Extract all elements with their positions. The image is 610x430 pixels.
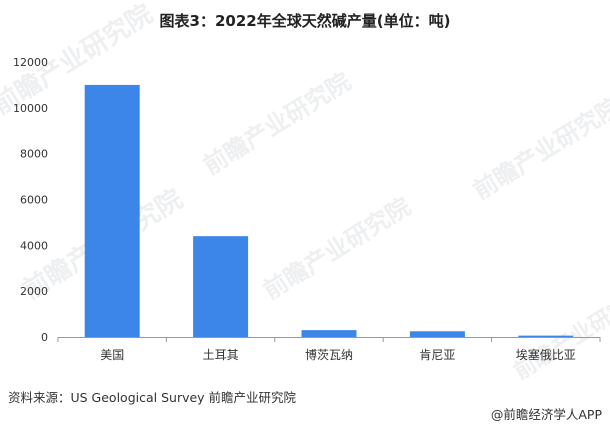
watermark-text: 前瞻产业研究院 bbox=[509, 281, 610, 385]
bars-group bbox=[84, 84, 574, 338]
x-category-label: 美国 bbox=[100, 348, 124, 362]
x-category-label: 埃塞俄比亚 bbox=[516, 347, 576, 362]
source-note: 资料来源：US Geological Survey 前瞻产业研究院 bbox=[8, 390, 297, 405]
y-tick-label: 12000 bbox=[13, 56, 48, 69]
bar bbox=[301, 330, 357, 337]
bar bbox=[409, 331, 465, 337]
watermark-text: 前瞻产业研究院 bbox=[198, 67, 355, 180]
x-category-label: 土耳其 bbox=[203, 348, 239, 362]
chart-title: 图表3：2022年全球天然碱产量(单位：吨) bbox=[159, 12, 451, 30]
watermark-text: 前瞻产业研究院 bbox=[468, 92, 610, 205]
y-axis: 0 2000 4000 6000 8000 10000 12000 bbox=[13, 56, 48, 344]
watermark-text: 前瞻产业研究院 bbox=[258, 192, 415, 305]
brand-footer: @前瞻经济学人APP bbox=[490, 407, 602, 422]
bar bbox=[193, 236, 249, 337]
x-category-label: 博茨瓦纳 bbox=[305, 347, 353, 362]
y-tick-label: 2000 bbox=[20, 285, 48, 298]
y-tick-label: 8000 bbox=[20, 148, 48, 161]
y-tick-label: 6000 bbox=[20, 194, 48, 207]
bar bbox=[518, 335, 574, 337]
bar bbox=[84, 84, 140, 338]
x-category-label: 肯尼亚 bbox=[419, 348, 455, 362]
y-tick-label: 4000 bbox=[20, 239, 48, 252]
y-tick-label: 0 bbox=[41, 331, 48, 344]
x-axis: 美国 土耳其 博茨瓦纳 肯尼亚 埃塞俄比亚 bbox=[57, 337, 601, 362]
y-tick-label: 10000 bbox=[13, 102, 48, 115]
